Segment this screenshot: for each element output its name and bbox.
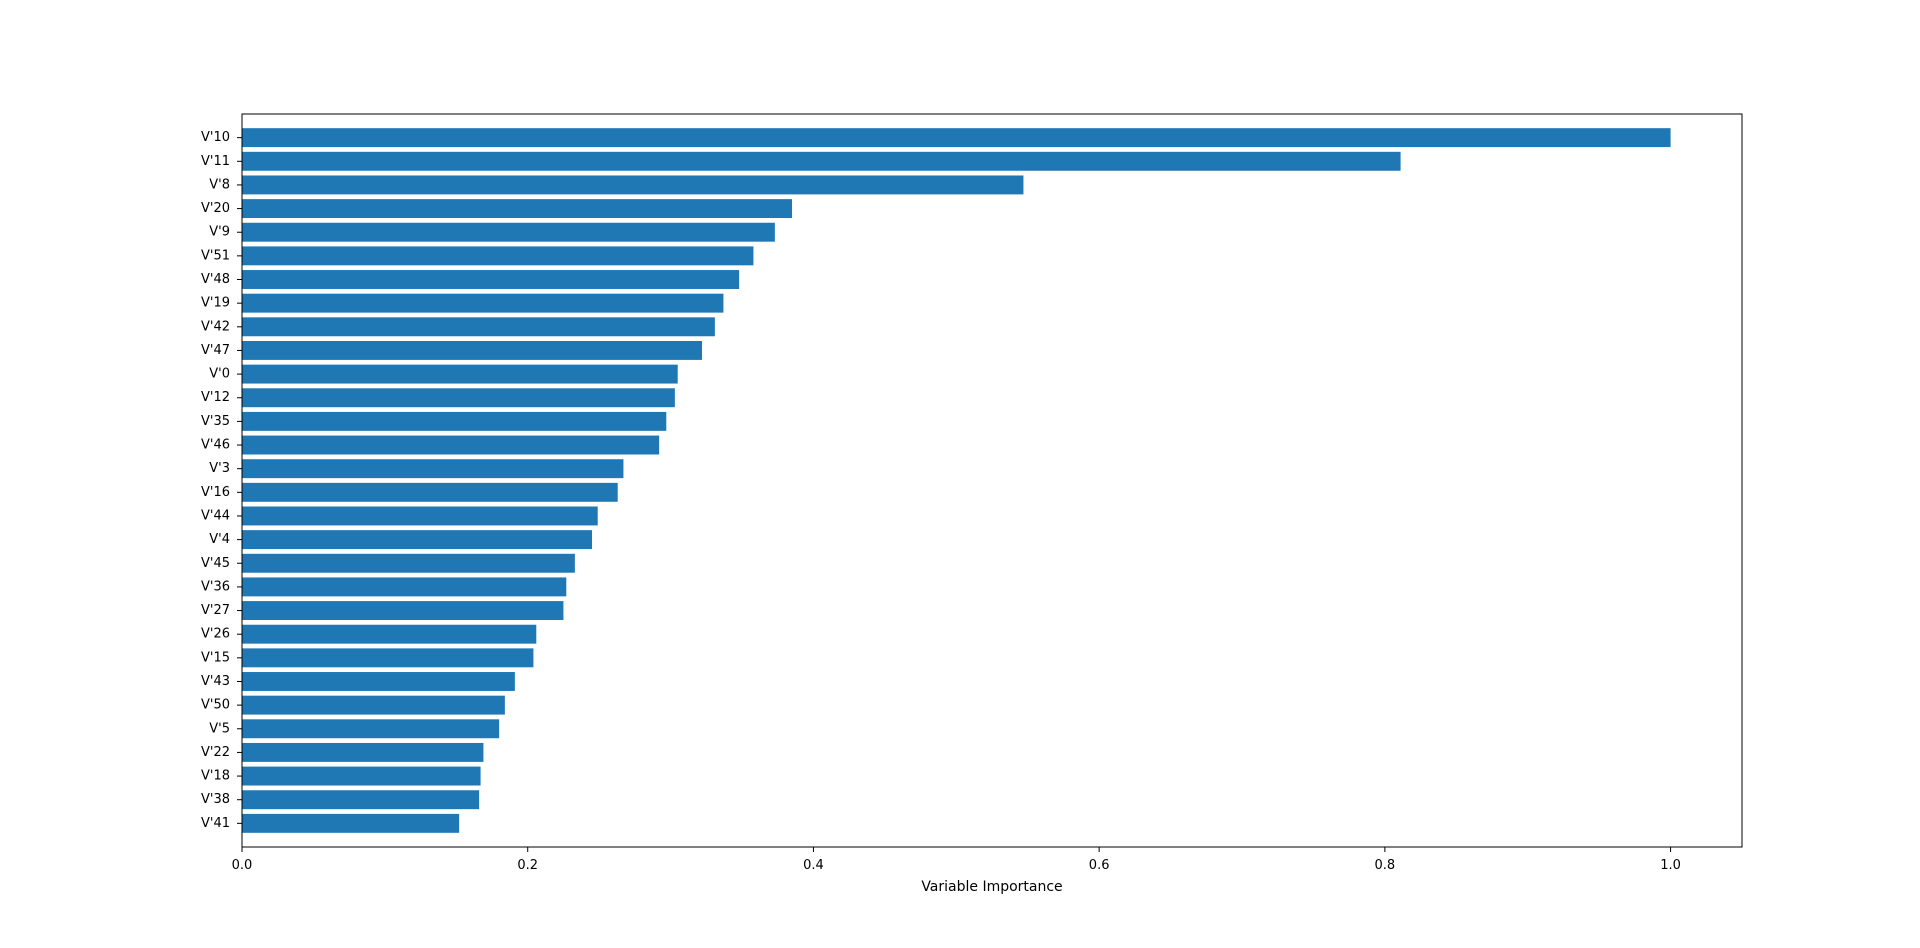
plot-frame: [241, 113, 1743, 848]
x-tick-label: 0.6: [1089, 858, 1110, 873]
bar: [242, 317, 715, 337]
y-tick-label: V'0: [209, 367, 230, 382]
x-tick-label: 1.0: [1660, 858, 1681, 873]
bar: [242, 459, 624, 479]
y-tick-label: V'15: [201, 650, 230, 665]
bar: [242, 766, 481, 786]
y-tick-label: V'22: [201, 745, 230, 760]
bar: [242, 388, 675, 408]
y-tick-label: V'12: [201, 390, 230, 405]
y-tick-label: V'47: [201, 343, 230, 358]
axes-layer: V'10 V'11 V'8 V'20 V'9 V'51 V'48 V'19 V'42 V'47 V'…: [201, 113, 1743, 873]
bar: [242, 482, 618, 502]
y-tick-label: V'16: [201, 485, 230, 500]
x-tick-label: 0.4: [803, 858, 824, 873]
y-tick-label: V'50: [201, 698, 230, 713]
bar: [242, 364, 678, 384]
bar: [242, 530, 592, 550]
bar: [242, 506, 598, 526]
bar: [242, 742, 484, 762]
y-tick-label: V'11: [201, 154, 230, 169]
y-tick-label: V'10: [201, 130, 230, 145]
bar: [242, 435, 660, 455]
y-tick-label: V'51: [201, 248, 230, 263]
x-axis-label: Variable Importance: [921, 879, 1062, 895]
y-tick-label: V'36: [201, 579, 230, 594]
x-tick-label: 0.2: [517, 858, 538, 873]
bar: [242, 340, 702, 360]
y-tick-label: V'3: [209, 461, 230, 476]
y-tick-label: V'4: [209, 532, 230, 547]
y-tick-label: V'43: [201, 674, 230, 689]
y-tick-label: V'42: [201, 319, 230, 334]
bars-layer: [242, 128, 1671, 833]
bar: [242, 790, 480, 810]
x-tick-label: 0.8: [1375, 858, 1396, 873]
bar: [242, 128, 1671, 148]
y-tick-label: V'41: [201, 816, 230, 831]
bar: [242, 270, 740, 289]
y-tick-label: V'5: [209, 721, 230, 736]
y-tick-label: V'26: [201, 627, 230, 642]
y-tick-label: V'27: [201, 603, 230, 618]
y-tick-label: V'20: [201, 201, 230, 216]
bar: [242, 601, 564, 621]
bar: [242, 624, 537, 644]
bar: [242, 151, 1401, 171]
bar: [242, 553, 575, 573]
bar: [242, 293, 724, 313]
y-tick-label: V'19: [201, 296, 230, 311]
bar: [242, 577, 567, 597]
y-tick-label: V'8: [209, 177, 230, 192]
bar: [242, 719, 500, 739]
y-tick-label: V'18: [201, 769, 230, 784]
bar: [242, 175, 1024, 195]
y-tick-label: V'48: [201, 272, 230, 287]
bar: [242, 411, 667, 431]
bar: [242, 813, 460, 833]
y-tick-label: V'45: [201, 556, 230, 571]
bar: [242, 695, 505, 715]
bar: [242, 222, 775, 242]
bar: [242, 648, 534, 668]
y-tick-label: V'44: [201, 508, 230, 523]
y-tick-label: V'46: [201, 438, 230, 453]
bar: [242, 199, 792, 219]
y-tick-label: V'9: [209, 225, 230, 240]
x-tick-label: 0.0: [232, 858, 253, 873]
bar: [242, 672, 515, 691]
y-tick-label: V'38: [201, 792, 230, 807]
bar: [242, 246, 754, 266]
y-tick-label: V'35: [201, 414, 230, 429]
